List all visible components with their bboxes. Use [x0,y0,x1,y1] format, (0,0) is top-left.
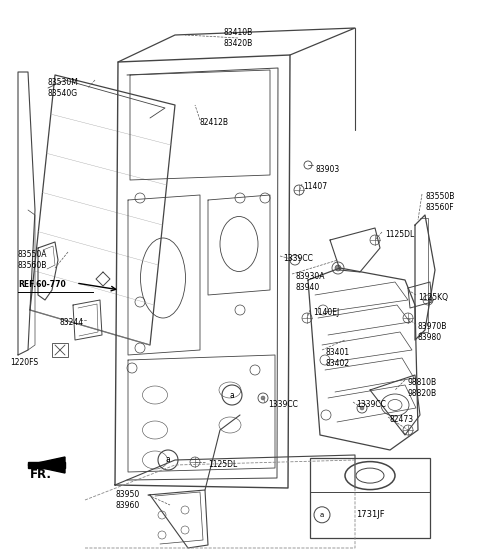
Text: 1339CC: 1339CC [356,400,386,409]
Polygon shape [28,462,65,468]
Circle shape [360,406,364,410]
Text: 83530M
83540G: 83530M 83540G [48,78,79,98]
Text: 98810B
98820B: 98810B 98820B [408,378,437,398]
Text: FR.: FR. [30,468,52,481]
Text: 83244: 83244 [60,318,84,327]
Text: 1731JF: 1731JF [356,510,384,519]
Text: a: a [320,512,324,518]
Text: 83550A
83560B: 83550A 83560B [18,250,48,270]
Text: 83410B
83420B: 83410B 83420B [223,28,252,48]
Text: 1125DL: 1125DL [385,230,414,239]
Circle shape [335,265,341,271]
Text: 1220FS: 1220FS [10,358,38,367]
Text: 1339CC: 1339CC [268,400,298,409]
Circle shape [261,396,265,400]
Polygon shape [28,457,65,473]
Text: a: a [166,455,170,465]
Text: 82412B: 82412B [200,118,229,127]
Text: a: a [229,390,234,399]
Text: 1125KQ: 1125KQ [418,293,448,302]
Text: 83970B
83980: 83970B 83980 [418,322,447,342]
Text: REF.60-770: REF.60-770 [18,280,66,289]
Text: 83930A
83940: 83930A 83940 [295,272,324,292]
Text: 83401
83402: 83401 83402 [326,348,350,368]
Text: 11407: 11407 [303,182,327,191]
Text: 83950
83960: 83950 83960 [115,490,139,510]
Text: 1125DL: 1125DL [208,460,237,469]
Text: 1339CC: 1339CC [283,254,313,263]
Text: 83550B
83560F: 83550B 83560F [425,192,455,212]
Text: 1140EJ: 1140EJ [313,308,339,317]
Text: 82473: 82473 [390,415,414,424]
Text: 83903: 83903 [315,165,339,174]
